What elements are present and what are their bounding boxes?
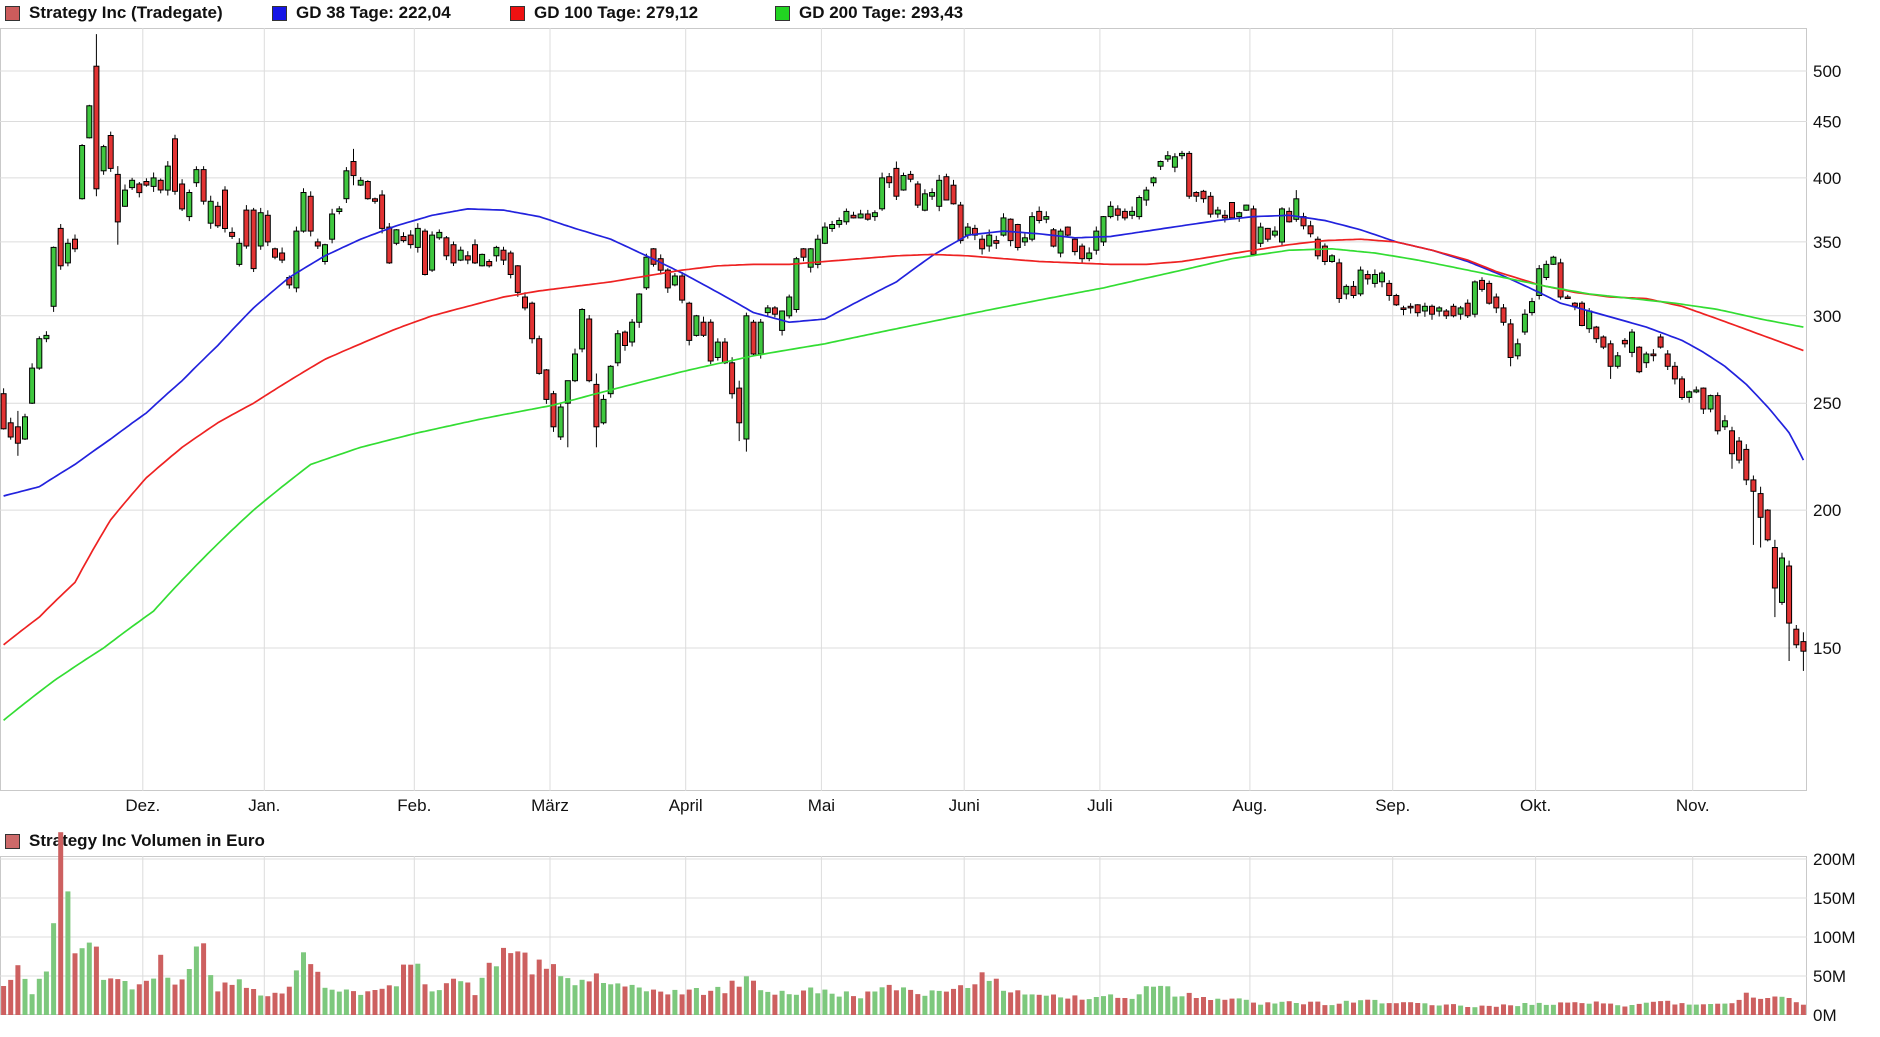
price-axis-tick: 400 (1813, 169, 1841, 188)
price-axis-tick: 500 (1813, 62, 1841, 81)
volume-series-swatch-icon (5, 833, 20, 849)
ma-line (3, 208, 1805, 497)
volume-axis-tick: 50M (1813, 967, 1846, 986)
volume-axis-tick: 100M (1813, 928, 1856, 947)
price-axis-tick: 450 (1813, 113, 1841, 132)
legend-item-label: Strategy Inc (Tradegate) (29, 3, 223, 22)
volume-axis-tick: 150M (1813, 889, 1856, 908)
month-axis-tick: Feb. (397, 796, 431, 815)
month-axis-tick: Sep. (1375, 796, 1410, 815)
legend-item-label: GD 38 Tage: 222,04 (296, 3, 451, 22)
legend-item-label: GD 100 Tage: 279,12 (534, 3, 699, 22)
volume-axis-tick: 0M (1813, 1006, 1837, 1025)
volume-axis-tick: 200M (1813, 850, 1856, 869)
price-axis-tick: 200 (1813, 501, 1841, 520)
month-axis-tick: Aug. (1232, 796, 1267, 815)
chart-legend: Strategy Inc (Tradegate) GD 38 Tage: 222… (0, 0, 1880, 26)
price-axis-tick: 300 (1813, 307, 1841, 326)
legend-item-price: Strategy Inc (Tradegate) (5, 3, 223, 23)
month-axis-tick: Dez. (125, 796, 160, 815)
legend-item-gd100: GD 100 Tage: 279,12 (510, 3, 698, 23)
volume-legend: Strategy Inc Volumen in Euro (5, 831, 265, 851)
legend-item-label: GD 200 Tage: 293,43 (799, 3, 964, 22)
month-axis-tick: Juni (949, 796, 980, 815)
month-axis-tick: Mai (808, 796, 835, 815)
month-axis-tick: Jan. (248, 796, 280, 815)
ma-line (3, 238, 1804, 646)
gd38-series-swatch-icon (272, 5, 287, 21)
price-axis-tick: 150 (1813, 639, 1841, 658)
ma-line (3, 247, 1804, 721)
legend-item-gd200: GD 200 Tage: 293,43 (775, 3, 963, 23)
month-axis-tick: Okt. (1520, 796, 1551, 815)
legend-item-gd38: GD 38 Tage: 222,04 (272, 3, 451, 23)
month-axis-tick: April (669, 796, 703, 815)
price-axis-tick: 350 (1813, 233, 1841, 252)
price-series-swatch-icon (5, 5, 20, 21)
month-axis-tick: Nov. (1676, 796, 1710, 815)
month-axis-tick: März (531, 796, 569, 815)
month-axis-tick: Juli (1087, 796, 1113, 815)
volume-legend-label: Strategy Inc Volumen in Euro (29, 831, 265, 850)
gd200-series-swatch-icon (775, 5, 790, 21)
price-axis-tick: 250 (1813, 394, 1841, 413)
gd100-series-swatch-icon (510, 5, 525, 21)
